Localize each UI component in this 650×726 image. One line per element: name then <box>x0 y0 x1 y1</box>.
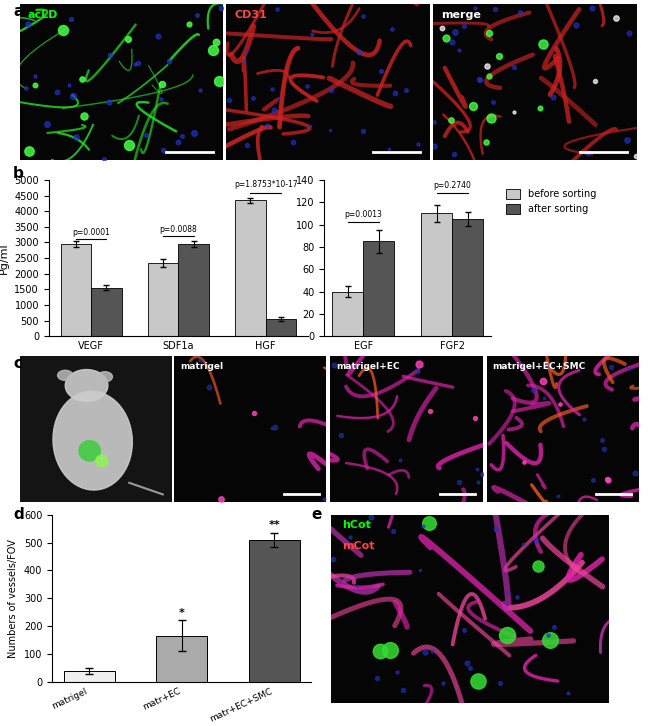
Bar <box>452 219 484 336</box>
Circle shape <box>96 455 108 467</box>
Text: CD31: CD31 <box>235 10 267 20</box>
Text: acLD: acLD <box>28 10 58 20</box>
Bar <box>156 636 207 682</box>
Text: hCot: hCot <box>342 521 371 531</box>
Bar <box>266 319 296 336</box>
Bar <box>91 287 122 336</box>
Bar <box>64 671 114 682</box>
Text: *: * <box>179 608 185 618</box>
Text: p=0.2740: p=0.2740 <box>434 181 471 190</box>
Ellipse shape <box>98 372 112 382</box>
Bar <box>332 292 363 336</box>
Text: mCot: mCot <box>342 541 374 551</box>
Text: **: ** <box>268 520 280 530</box>
Text: matrigel+EC: matrigel+EC <box>336 362 400 371</box>
Bar <box>249 540 300 682</box>
Text: p=0.0001: p=0.0001 <box>72 228 110 237</box>
Text: e: e <box>311 507 322 523</box>
Circle shape <box>79 441 100 461</box>
Y-axis label: Numbers of vessels/FOV: Numbers of vessels/FOV <box>8 539 18 658</box>
Text: d: d <box>13 507 24 523</box>
Legend: before sorting, after sorting: before sorting, after sorting <box>502 185 600 218</box>
Bar <box>148 263 178 336</box>
Ellipse shape <box>53 391 133 490</box>
Bar <box>363 241 395 336</box>
Bar <box>235 200 266 336</box>
Text: matrigel+EC+SMC: matrigel+EC+SMC <box>493 362 586 371</box>
Ellipse shape <box>58 370 73 380</box>
Text: p=0.0088: p=0.0088 <box>159 225 198 234</box>
Y-axis label: Pg/ml: Pg/ml <box>0 242 8 274</box>
Text: p=1.8753*10-17: p=1.8753*10-17 <box>234 180 298 189</box>
Text: a: a <box>13 4 23 19</box>
Bar <box>60 244 91 336</box>
Text: merge: merge <box>441 10 482 20</box>
Text: matrigel: matrigel <box>180 362 223 371</box>
Ellipse shape <box>65 370 108 401</box>
Text: c: c <box>13 356 22 372</box>
Bar <box>178 244 209 336</box>
Bar <box>421 213 452 336</box>
Text: b: b <box>13 166 24 181</box>
Text: p=0.0013: p=0.0013 <box>344 210 382 219</box>
